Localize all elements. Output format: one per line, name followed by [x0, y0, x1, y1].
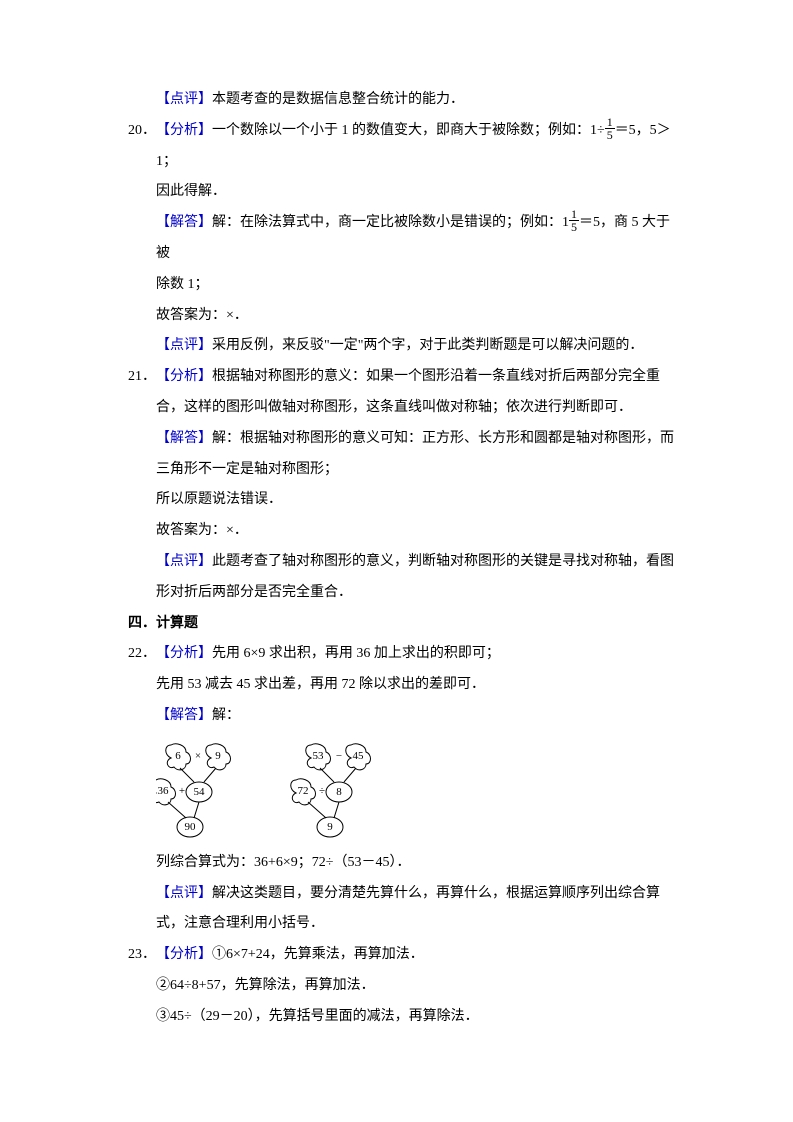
svg-text:9: 9 — [215, 750, 221, 762]
svg-text:×: × — [195, 750, 201, 762]
q21-answer-b: 所以原题说法错误． — [156, 485, 683, 516]
q21-answer-a-wrap: 【解答】解：根据轴对称图形的意义可知：正方形、长方形和圆都是轴对称图形，而三角形… — [156, 424, 683, 486]
answer-label-22: 【解答】 — [156, 708, 212, 723]
q20-answer-a: 解：在除法算式中，商一定比被除数小是错误的；例如：1 — [212, 215, 569, 230]
answer-label-21: 【解答】 — [156, 431, 212, 446]
q21-comment-text: 此题考查了轴对称图形的意义，判断轴对称图形的关键是寻找对称轴，看图形对折后两部分… — [156, 554, 674, 600]
q23-l1: ①6×7+24，先算乘法，再算加法． — [212, 947, 424, 962]
q23-number: 23． — [128, 940, 156, 971]
q22-answer-label-wrap: 【解答】解： — [156, 701, 683, 732]
q20-comment: 【点评】采用反例，来反驳"一定"两个字，对于此类判断题是可以解决问题的． — [156, 331, 683, 362]
svg-text:90: 90 — [185, 821, 197, 833]
analysis-label-23: 【分析】 — [156, 947, 212, 962]
svg-text:54: 54 — [194, 786, 206, 798]
svg-text:÷: ÷ — [319, 785, 325, 797]
q23-l2: ②64÷8+57，先算除法，再算加法． — [156, 971, 683, 1002]
question-20: 20． 【分析】一个数除以一个小于 1 的数值变大，即商大于被除数；例如：1÷1… — [128, 116, 683, 178]
svg-text:+: + — [179, 785, 185, 797]
q21-answer-a: 解：根据轴对称图形的意义可知：正方形、长方形和圆都是轴对称图形，而三角形不一定是… — [156, 431, 674, 477]
svg-text:9: 9 — [327, 821, 333, 833]
q22-comment-text: 解决这类题目，要分清楚先算什么，再算什么，根据运算顺序列出综合算式，注意合理利用… — [156, 886, 660, 932]
q22-comment: 【点评】解决这类题目，要分清楚先算什么，再算什么，根据运算顺序列出综合算式，注意… — [156, 879, 683, 941]
question-21: 21． 【分析】根据轴对称图形的意义：如果一个图形沿着一条直线对折后两部分完全重… — [128, 362, 683, 424]
pre-comment: 【点评】本题考查的是数据信息整合统计的能力． — [156, 85, 683, 116]
analysis-label-22: 【分析】 — [156, 646, 212, 661]
q21-answer-c: 故答案为：×． — [156, 516, 683, 547]
comment-label-22: 【点评】 — [156, 886, 212, 901]
q21-number: 21． — [128, 362, 156, 424]
q20-answer-c: 除数 1； — [156, 270, 683, 301]
apple-tree-diagram: 6 × 9 36 + 54 90 53 − 45 — [156, 740, 683, 840]
q21-analysis: 根据轴对称图形的意义：如果一个图形沿着一条直线对折后两部分完全重合，这样的图形叫… — [156, 369, 660, 415]
q20-analysis-a: 一个数除以一个小于 1 的数值变大，即商大于被除数；例如：1÷ — [212, 123, 605, 138]
q22-combined: 列综合算式为：36+6×9；72÷（53－45）． — [156, 848, 683, 879]
svg-text:72: 72 — [298, 785, 309, 797]
answer-label: 【解答】 — [156, 215, 212, 230]
fraction-1-5: 15 — [605, 116, 615, 141]
fraction-1-5-b: 15 — [569, 208, 579, 233]
svg-text:36: 36 — [158, 785, 170, 797]
comment-label-21: 【点评】 — [156, 554, 212, 569]
question-23: 23． 【分析】①6×7+24，先算乘法，再算加法． — [128, 940, 683, 971]
q20-comment-text: 采用反例，来反驳"一定"两个字，对于此类判断题是可以解决问题的． — [212, 338, 643, 353]
q20-number: 20． — [128, 116, 156, 178]
q22-answer-label: 解： — [212, 708, 240, 723]
q21-comment: 【点评】此题考查了轴对称图形的意义，判断轴对称图形的关键是寻找对称轴，看图形对折… — [156, 547, 683, 609]
q20-answer-line1: 【解答】解：在除法算式中，商一定比被除数小是错误的；例如：115＝5，商 5 大… — [156, 208, 683, 270]
section-4-header: 四．计算题 — [128, 609, 683, 640]
comment-label-20: 【点评】 — [156, 338, 212, 353]
pre-comment-text: 本题考查的是数据信息整合统计的能力． — [212, 92, 464, 107]
analysis-label: 【分析】 — [156, 123, 212, 138]
comment-label: 【点评】 — [156, 92, 212, 107]
q23-l3: ③45÷（29－20），先算括号里面的减法，再算除法． — [156, 1002, 683, 1033]
svg-text:−: − — [336, 750, 342, 762]
svg-text:53: 53 — [313, 750, 325, 762]
analysis-label-21: 【分析】 — [156, 369, 212, 384]
svg-text:6: 6 — [175, 750, 181, 762]
svg-text:8: 8 — [336, 786, 342, 798]
calc-tree-svg: 6 × 9 36 + 54 90 53 − 45 — [156, 740, 476, 840]
q22-analysis-b: 先用 53 减去 45 求出差，再用 72 除以求出的差即可． — [156, 670, 683, 701]
q22-number: 22． — [128, 639, 156, 670]
q22-analysis-a: 先用 6×9 求出积，再用 36 加上求出的积即可； — [212, 646, 500, 661]
svg-text:45: 45 — [353, 750, 365, 762]
q20-answer-d: 故答案为：×． — [156, 301, 683, 332]
question-22: 22． 【分析】先用 6×9 求出积，再用 36 加上求出的积即可； — [128, 639, 683, 670]
q20-analysis-c: 因此得解． — [156, 177, 683, 208]
